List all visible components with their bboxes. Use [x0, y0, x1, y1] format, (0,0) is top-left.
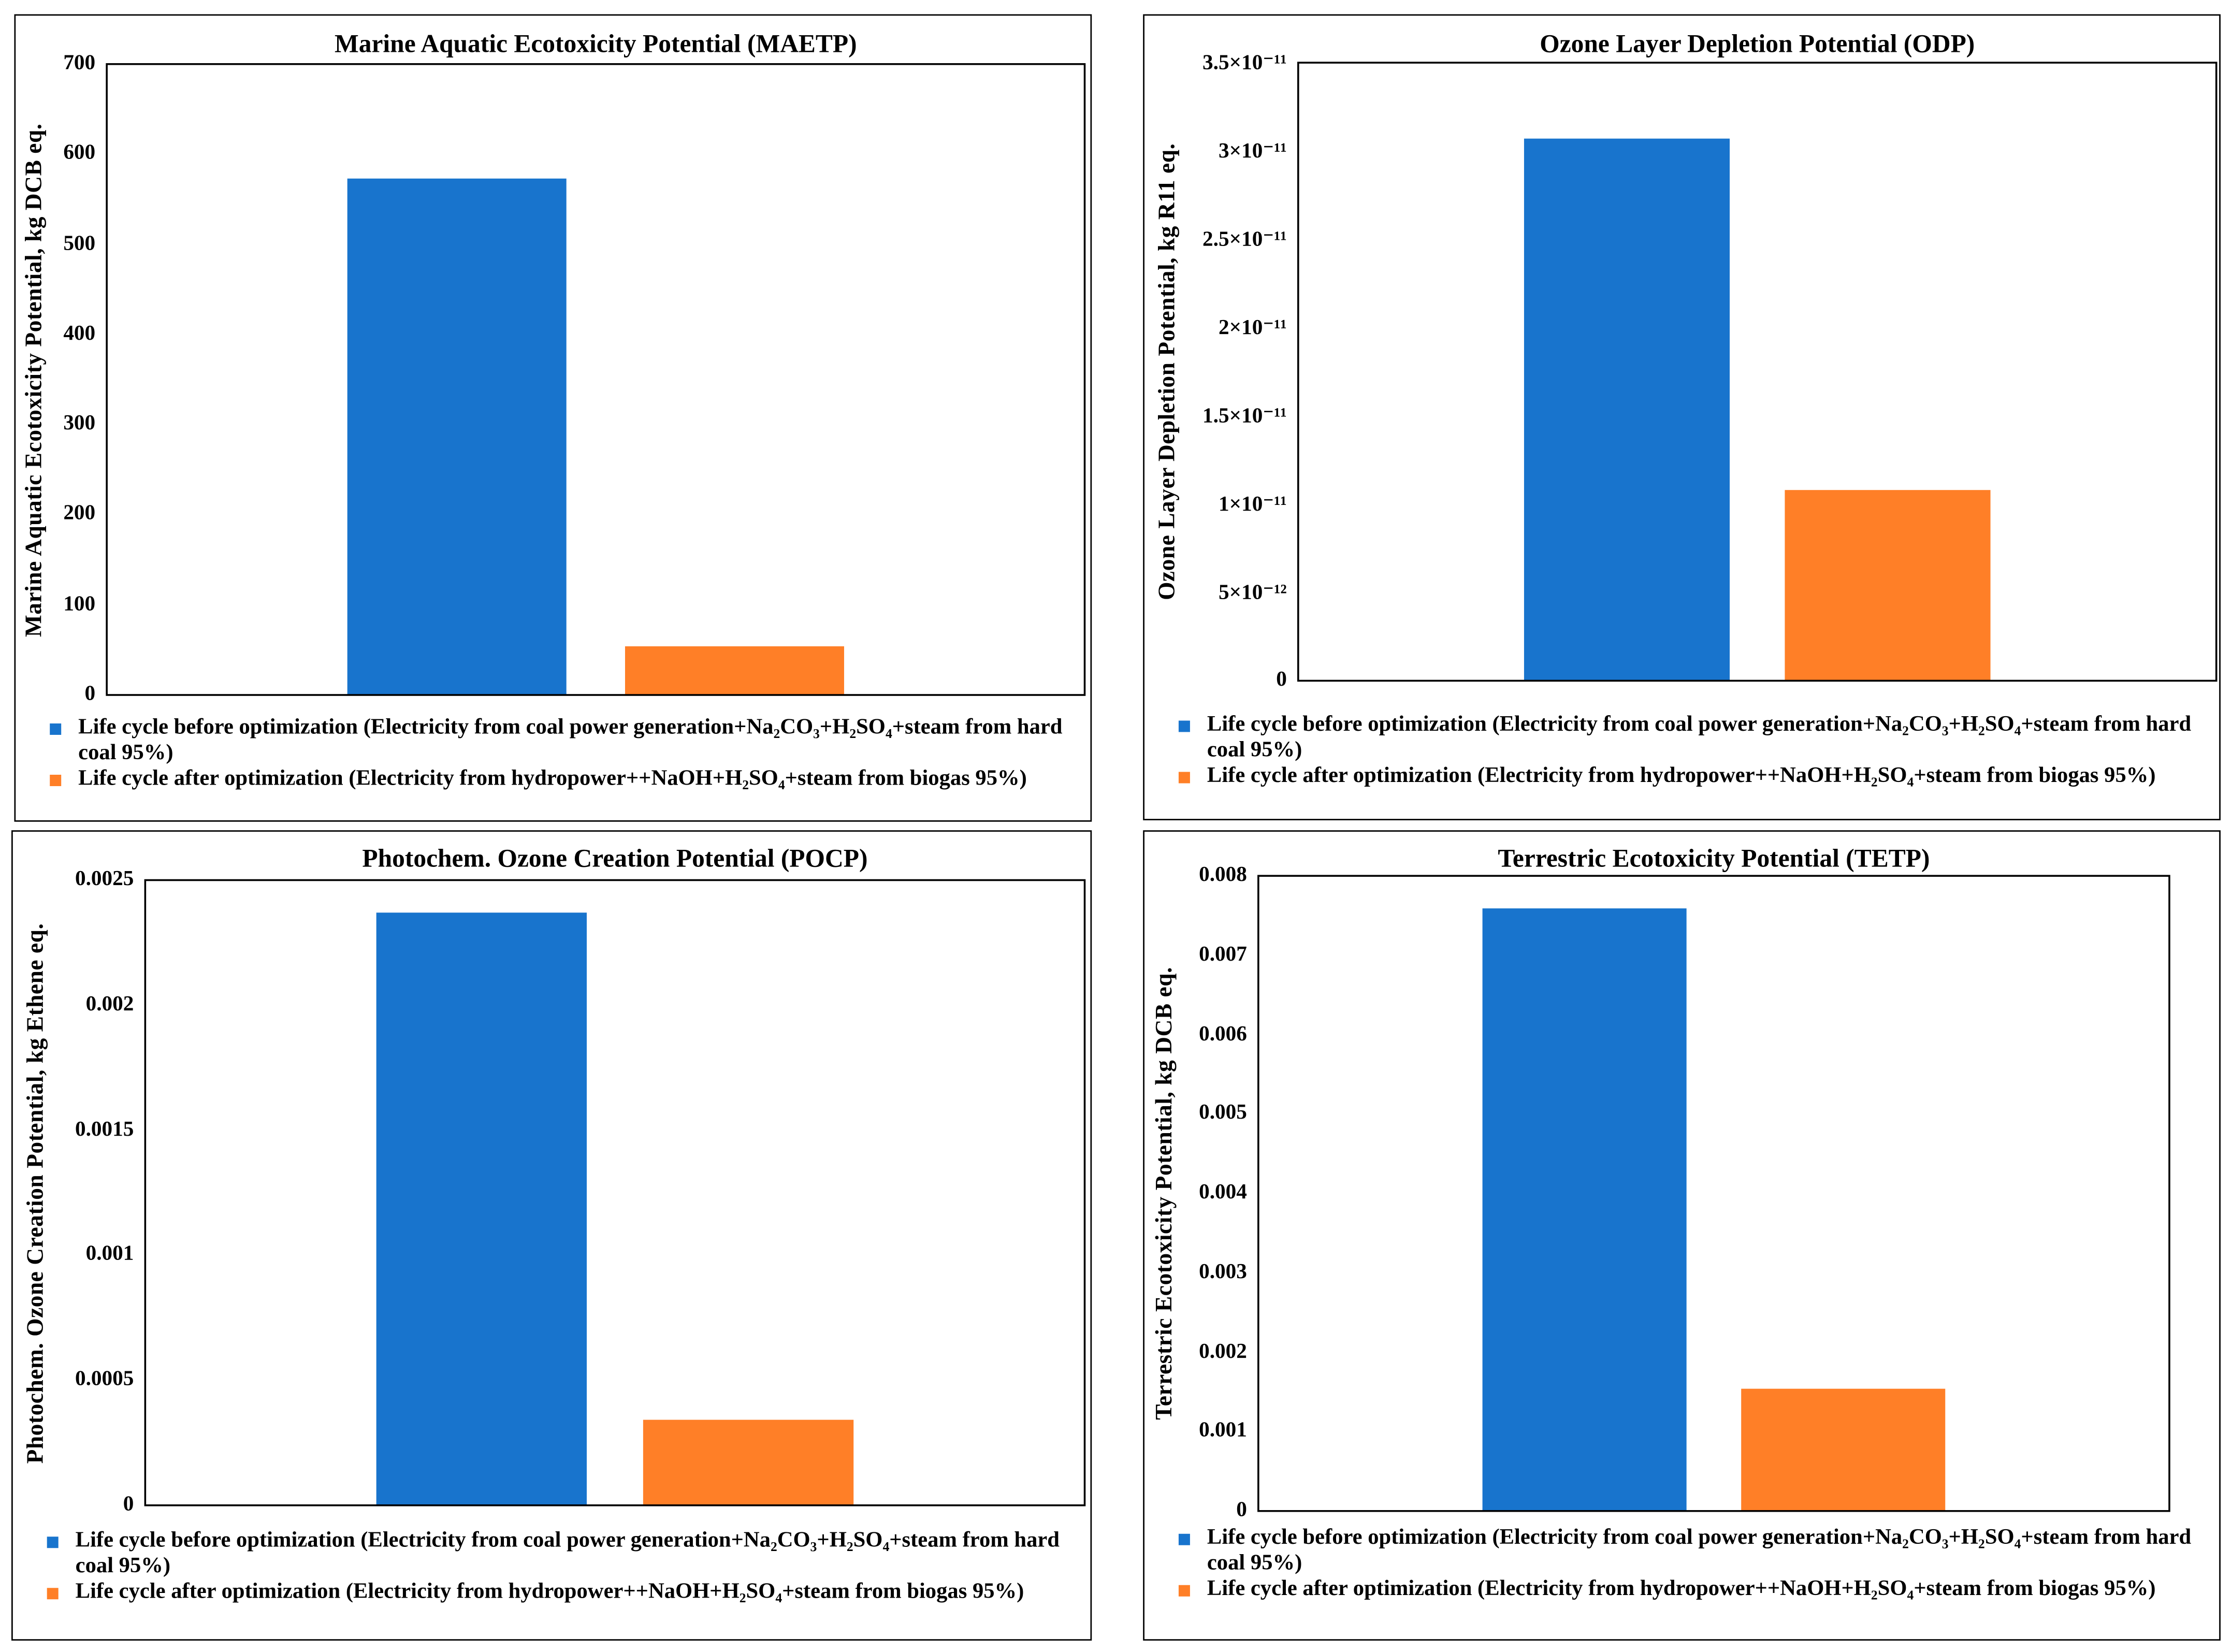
y-tick-label: 0.0015 — [75, 1118, 134, 1141]
legend-marker-icon — [1178, 772, 1190, 784]
y-tick-label: 2×10⁻¹¹ — [1218, 316, 1287, 340]
y-tick-label: 3.5×10⁻¹¹ — [1202, 52, 1287, 75]
y-tick-label: 100 — [63, 592, 96, 616]
y-tick-label: 0.001 — [1199, 1419, 1247, 1443]
legend-item: Life cycle before optimization (Electric… — [1178, 712, 2211, 763]
y-tick-label: 0.007 — [1199, 943, 1247, 966]
y-tick-label: 0 — [84, 683, 96, 706]
y-axis-label: Marine Aquatic Ecotoxicity Potential, kg… — [20, 122, 47, 636]
plot-border — [144, 879, 1086, 1506]
chart-panel — [14, 14, 1092, 822]
bar-after-optimization — [625, 646, 844, 695]
legend-item: Life cycle after optimization (Electrici… — [1178, 763, 2211, 789]
legend-item: Life cycle after optimization (Electrici… — [50, 766, 1082, 792]
legend-marker-icon — [1178, 1533, 1190, 1545]
plot-area — [144, 879, 1086, 1506]
y-tick-label: 700 — [63, 52, 96, 75]
y-axis-label: Terrestric Ecotoxicity Potential, kg DCB… — [1150, 967, 1178, 1420]
plot-border — [1257, 875, 2170, 1512]
legend: Life cycle before optimization (Electric… — [50, 715, 1082, 792]
bar-after-optimization — [1741, 1388, 1946, 1511]
legend-marker-icon — [47, 1537, 59, 1548]
bar-before-optimization — [376, 912, 587, 1505]
legend-label: Life cycle after optimization (Electrici… — [78, 766, 1027, 791]
legend-item: Life cycle after optimization (Electrici… — [47, 1579, 1086, 1605]
bar-after-optimization — [1785, 490, 1991, 681]
y-tick-label: 0.002 — [85, 993, 134, 1016]
chart-title: Ozone Layer Depletion Potential (ODP) — [1540, 29, 1975, 58]
legend-label: Life cycle after optimization (Electrici… — [1207, 1576, 2156, 1601]
legend-marker-icon — [1178, 1585, 1190, 1597]
y-tick-label: 400 — [63, 322, 96, 345]
chart-panel — [1143, 14, 2221, 820]
legend-label: Life cycle before optimization (Electric… — [78, 715, 1063, 765]
legend-marker-icon — [50, 723, 62, 735]
plot-border — [1297, 62, 2217, 682]
plot-border — [106, 63, 1086, 696]
chart-panel — [11, 830, 1092, 1641]
bar-after-optimization — [643, 1419, 854, 1505]
y-tick-label: 200 — [63, 502, 96, 526]
y-tick-label: 0 — [123, 1493, 134, 1516]
y-tick-label: 0.002 — [1199, 1340, 1247, 1363]
legend-marker-icon — [47, 1588, 59, 1600]
y-tick-label: 600 — [63, 142, 96, 165]
legend-item: Life cycle before optimization (Electric… — [1178, 1525, 2211, 1576]
legend-marker-icon — [50, 775, 62, 786]
y-tick-label: 0.001 — [85, 1243, 134, 1266]
y-tick-label: 0.004 — [1199, 1181, 1247, 1205]
bar-before-optimization — [1482, 908, 1687, 1511]
chart-title: Marine Aquatic Ecotoxicity Potential (MA… — [335, 29, 857, 58]
legend: Life cycle before optimization (Electric… — [1178, 1525, 2211, 1602]
y-tick-label: 0.0005 — [75, 1368, 134, 1391]
legend-item: Life cycle before optimization (Electric… — [47, 1528, 1086, 1579]
legend: Life cycle before optimization (Electric… — [47, 1528, 1086, 1605]
y-tick-label: 0 — [1276, 669, 1287, 692]
y-axis-label: Ozone Layer Depletion Potential, kg R11 … — [1153, 143, 1180, 600]
legend: Life cycle before optimization (Electric… — [1178, 712, 2211, 789]
legend-label: Life cycle after optimization (Electrici… — [75, 1579, 1024, 1604]
y-tick-label: 0 — [1236, 1499, 1247, 1522]
y-tick-label: 1.5×10⁻¹¹ — [1202, 405, 1287, 428]
y-tick-label: 5×10⁻¹² — [1218, 582, 1287, 605]
legend-label: Life cycle before optimization (Electric… — [75, 1528, 1060, 1578]
chart-panel — [1143, 830, 2221, 1641]
y-tick-label: 0.006 — [1199, 1022, 1247, 1046]
legend-marker-icon — [1178, 720, 1190, 732]
plot-area — [1297, 62, 2217, 682]
legend-label: Life cycle before optimization (Electric… — [1207, 1525, 2192, 1575]
chart-title: Terrestric Ecotoxicity Potential (TETP) — [1498, 844, 1930, 873]
chart-title: Photochem. Ozone Creation Potential (POC… — [362, 844, 868, 873]
y-tick-label: 0.008 — [1199, 863, 1247, 887]
bar-before-optimization — [1524, 138, 1730, 681]
y-axis-label: Photochem. Ozone Creation Potential, kg … — [21, 922, 49, 1463]
y-tick-label: 0.003 — [1199, 1260, 1247, 1284]
y-tick-label: 300 — [63, 412, 96, 436]
y-tick-label: 500 — [63, 232, 96, 255]
legend-label: Life cycle after optimization (Electrici… — [1207, 763, 2156, 788]
legend-item: Life cycle after optimization (Electrici… — [1178, 1576, 2211, 1602]
y-tick-label: 2.5×10⁻¹¹ — [1202, 228, 1287, 252]
y-tick-label: 1×10⁻¹¹ — [1218, 493, 1287, 516]
y-tick-label: 3×10⁻¹¹ — [1218, 140, 1287, 163]
y-tick-label: 0.005 — [1199, 1102, 1247, 1125]
legend-item: Life cycle before optimization (Electric… — [50, 715, 1082, 766]
y-tick-label: 0.0025 — [75, 868, 134, 891]
legend-label: Life cycle before optimization (Electric… — [1207, 712, 2192, 762]
plot-area — [106, 63, 1086, 696]
bar-before-optimization — [347, 178, 567, 695]
plot-area — [1257, 875, 2170, 1512]
